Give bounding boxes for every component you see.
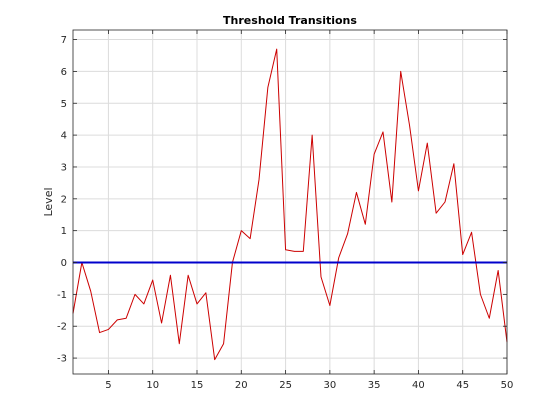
- series-group: [72, 48, 508, 361]
- x-tick-label: 20: [235, 380, 248, 391]
- series-line-1: [72, 48, 508, 361]
- plot-area: [73, 30, 507, 374]
- x-tick-label: 35: [368, 380, 381, 391]
- y-tick-label: 3: [61, 162, 67, 173]
- y-tick-label: 0: [61, 258, 67, 269]
- y-tick-label: 7: [61, 35, 67, 46]
- x-tick-label: 40: [412, 380, 425, 391]
- x-tick-label: 10: [146, 380, 159, 391]
- y-axis-label: Level: [42, 187, 55, 216]
- axes-box: [72, 29, 508, 375]
- y-tick-label: -1: [57, 290, 67, 301]
- y-tick-label: 5: [61, 99, 67, 110]
- x-tick-label: 50: [501, 380, 514, 391]
- y-tick-label: 4: [61, 131, 67, 142]
- x-tick-label: 25: [279, 380, 292, 391]
- y-tick-label: -2: [57, 322, 67, 333]
- y-tick-label: 2: [61, 194, 67, 205]
- y-tick-label: 6: [61, 67, 67, 78]
- x-tick-label: 15: [191, 380, 204, 391]
- chart-title: Threshold Transitions: [223, 14, 357, 27]
- x-tick-label: 5: [105, 380, 111, 391]
- x-tick-label: 45: [456, 380, 469, 391]
- y-tick-label: -3: [57, 354, 67, 365]
- x-tick-label: 30: [323, 380, 336, 391]
- y-tick-label: 1: [61, 226, 67, 237]
